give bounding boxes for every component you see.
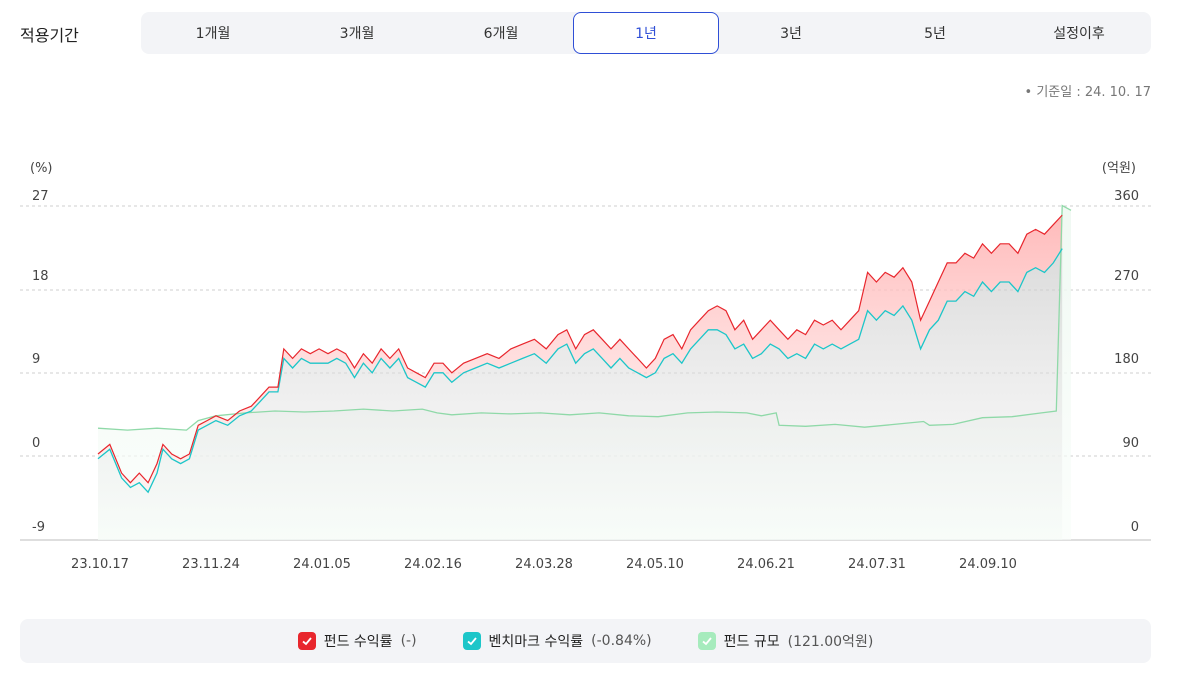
x-tick-label: 24.06.21 bbox=[737, 557, 795, 570]
tab-since-inception[interactable]: 설정이후 bbox=[1053, 26, 1105, 42]
y-left-tick-label: 27 bbox=[32, 189, 49, 204]
check-icon[interactable] bbox=[297, 632, 316, 650]
x-tick-label: 24.05.10 bbox=[626, 557, 684, 570]
x-tick-label: 23.10.17 bbox=[71, 557, 129, 570]
legend-fund-size[interactable]: 펀드 규모 (121.00억원) bbox=[697, 631, 874, 651]
tab-6months[interactable]: 6개월 bbox=[483, 26, 519, 42]
y-right-tick-label: 270 bbox=[1114, 269, 1139, 284]
base-date-text: 기준일 : 24. 10. 17 bbox=[1036, 85, 1151, 100]
chart-areas bbox=[98, 205, 1071, 540]
y-left-tick-label: 0 bbox=[32, 436, 40, 451]
period-tabs: 1개월 3개월 6개월 1년 3년 5년 설정이후 bbox=[141, 12, 1151, 54]
y-left-tick-label: 18 bbox=[32, 269, 49, 284]
tab-1year[interactable]: 1년 bbox=[573, 12, 719, 54]
legend-fund-size-value: (121.00억원) bbox=[787, 634, 874, 650]
x-tick-label: 23.11.24 bbox=[182, 557, 240, 570]
legend-fund-return-value: (-) bbox=[400, 633, 417, 649]
fund-excess-area bbox=[98, 215, 1063, 493]
period-label: 적용기간 bbox=[20, 26, 79, 45]
benchmark-area bbox=[98, 248, 1063, 540]
x-tick-label: 24.09.10 bbox=[959, 557, 1017, 570]
legend-fund-size-label: 펀드 규모 bbox=[723, 634, 780, 650]
y-right-tick-label: 360 bbox=[1114, 189, 1139, 204]
y-left-tick-label: -9 bbox=[32, 520, 45, 535]
y-right-tick-label: 90 bbox=[1122, 436, 1139, 451]
y-right-tick-label: 180 bbox=[1114, 352, 1139, 367]
legend-fund-return-label: 펀드 수익률 bbox=[323, 634, 393, 650]
legend-fund-return[interactable]: 펀드 수익률 (-) bbox=[297, 631, 417, 651]
y-right-tick-label: 0 bbox=[1131, 520, 1139, 535]
x-tick-label: 24.01.05 bbox=[293, 557, 351, 570]
tab-3years[interactable]: 3년 bbox=[780, 26, 802, 42]
y-left-unit-label: (%) bbox=[30, 161, 53, 176]
base-date: • 기준일 : 24. 10. 17 bbox=[1024, 85, 1152, 100]
legend-benchmark-return-label: 벤치마크 수익률 bbox=[488, 634, 584, 650]
x-tick-label: 24.07.31 bbox=[848, 557, 906, 570]
y-right-unit-label: (억원) bbox=[1102, 161, 1136, 176]
y-left-tick-label: 9 bbox=[32, 352, 40, 367]
check-icon[interactable] bbox=[462, 632, 481, 650]
legend-benchmark-return[interactable]: 벤치마크 수익률 (-0.84%) bbox=[462, 631, 652, 651]
fund-return-line bbox=[97, 214, 1063, 484]
check-icon[interactable] bbox=[697, 632, 716, 650]
period-selector: 적용기간 1개월 3개월 6개월 1년 3년 5년 설정이후 bbox=[0, 12, 1178, 54]
chart-lines bbox=[97, 204, 1072, 494]
fund-size-line bbox=[97, 204, 1072, 431]
x-tick-label: 24.02.16 bbox=[404, 557, 462, 570]
tab-3months[interactable]: 3개월 bbox=[339, 26, 375, 42]
tab-1month[interactable]: 1개월 bbox=[195, 26, 231, 42]
legend-benchmark-return-value: (-0.84%) bbox=[591, 633, 652, 649]
benchmark-return-line bbox=[97, 248, 1063, 494]
x-tick-label: 24.03.28 bbox=[515, 557, 573, 570]
tab-5years[interactable]: 5년 bbox=[924, 26, 946, 42]
chart-legend: 펀드 수익률 (-) 벤치마크 수익률 (-0.84%) 펀드 규모 (121.… bbox=[20, 619, 1151, 663]
